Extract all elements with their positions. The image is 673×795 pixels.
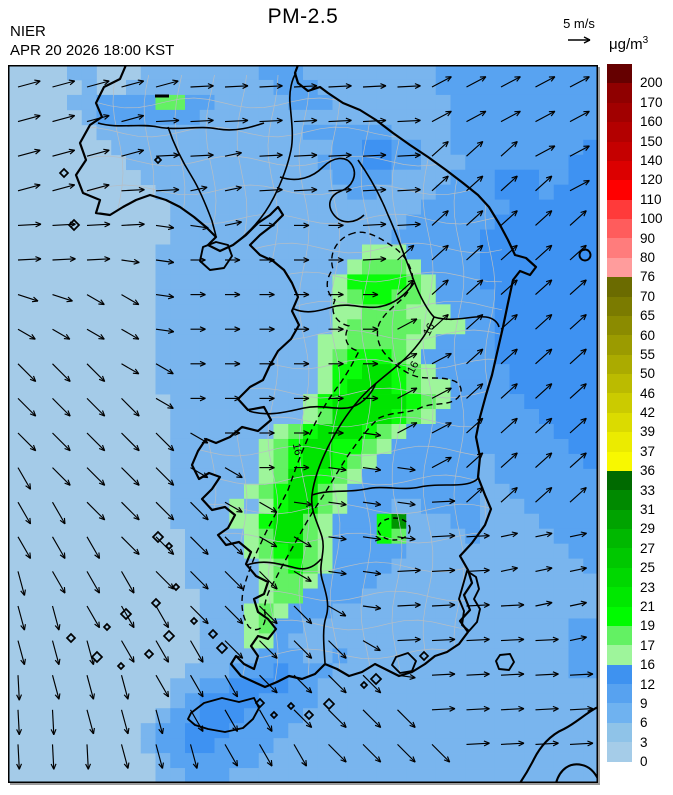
colorbar-block: [607, 684, 632, 704]
contour-layer: 16 16 16: [155, 94, 462, 631]
unit-label: μg/m3: [609, 35, 649, 53]
colorbar-tick-label: 110: [640, 191, 662, 207]
colorbar-tick-label: 65: [640, 308, 656, 324]
colorbar-tick-label: 100: [640, 211, 663, 227]
colorbar-block: [607, 199, 632, 219]
page-title: PM-2.5: [267, 5, 339, 28]
colorbar-block: [607, 470, 632, 491]
colorbar-tick-label: 0: [640, 754, 648, 769]
agency-label: NIER: [10, 23, 46, 40]
coastline-layer: [58, 65, 598, 783]
colorbar-block: [607, 354, 632, 374]
colorbar-block: [607, 625, 632, 646]
colorbar-tick-label: 21: [640, 598, 656, 614]
colorbar-tick-label: 42: [640, 405, 656, 420]
colorbar-tick-label: 16: [640, 657, 656, 673]
colorbar-block: [607, 393, 632, 413]
colorbar-block: [607, 160, 632, 181]
colorbar-tick-label: 200: [640, 75, 663, 91]
colorbar-tick-label: 33: [640, 482, 656, 498]
contour-value-label: 16: [405, 359, 421, 375]
colorbar-tick-label: 55: [640, 346, 656, 362]
colorbar-labels: 200 170 160 150 140 120 110 100 90 80 76 70 65 60 55 50…: [640, 64, 673, 774]
colorbar-block: [607, 83, 632, 103]
province-borders-layer: [97, 72, 500, 664]
colorbar-tick-label: 50: [640, 366, 656, 382]
datetime-label: APR 20 2026 18:00 KST: [10, 42, 175, 59]
colorbar-tick-label: 150: [640, 133, 663, 149]
colorbar-block: [607, 664, 632, 684]
colorbar-block: [607, 180, 632, 200]
colorbar-block: [607, 141, 632, 161]
colorbar-block: [607, 742, 632, 762]
contour-value-label: 16: [421, 321, 437, 337]
colorbar-tick-label: 23: [640, 579, 656, 595]
colorbar-block: [607, 645, 632, 665]
colorbar-tick-label: 170: [640, 94, 663, 110]
colorbar-block: [607, 64, 632, 84]
colorbar-tick-label: 70: [640, 288, 656, 304]
map-border: [8, 65, 598, 783]
colorbar-tick-label: 27: [640, 540, 656, 556]
colorbar-tick-label: 29: [640, 521, 656, 537]
colorbar-block: [607, 102, 632, 123]
colorbar-tick-label: 80: [640, 249, 656, 265]
colorbar-tick-label: 19: [640, 618, 656, 634]
colorbar-block: [607, 374, 632, 394]
colorbar-block: [607, 587, 632, 607]
colorbar-tick-label: 90: [640, 230, 656, 246]
colorbar: [607, 64, 632, 762]
colorbar-block: [607, 567, 632, 588]
colorbar-block: [607, 432, 632, 452]
colorbar-block: [607, 335, 632, 355]
colorbar-tick-label: 36: [640, 463, 656, 479]
colorbar-block: [607, 548, 632, 568]
colorbar-block: [607, 490, 632, 510]
colorbar-block: [607, 412, 632, 433]
colorbar-tick-label: 6: [640, 715, 648, 731]
wind-reference-arrow-icon: [568, 36, 591, 44]
colorbar-tick-label: 12: [640, 676, 656, 692]
colorbar-block: [607, 238, 632, 258]
colorbar-block: [607, 703, 632, 723]
colorbar-tick-label: 37: [640, 443, 656, 459]
colorbar-tick-label: 9: [640, 695, 648, 711]
colorbar-block: [607, 606, 632, 626]
map-canvas: 16 16 16: [8, 65, 598, 783]
colorbar-block: [607, 257, 632, 278]
colorbar-block: [607, 722, 632, 743]
colorbar-block: [607, 219, 632, 239]
colorbar-block: [607, 451, 632, 471]
colorbar-tick-label: 39: [640, 424, 656, 440]
colorbar-block: [607, 509, 632, 529]
colorbar-block: [607, 277, 632, 297]
colorbar-tick-label: 140: [640, 153, 663, 168]
colorbar-block: [607, 529, 632, 549]
contour-value-label: 16: [290, 442, 304, 456]
pm25-map: 16 16 16: [8, 65, 598, 783]
wind-vector-layer: [16, 76, 594, 770]
colorbar-block: [607, 122, 632, 142]
colorbar-tick-label: 25: [640, 560, 656, 576]
colorbar-tick-label: 120: [640, 172, 663, 188]
colorbar-tick-label: 46: [640, 385, 656, 401]
colorbar-tick-label: 3: [640, 734, 648, 750]
colorbar-block: [607, 315, 632, 336]
colorbar-tick-label: 160: [640, 114, 663, 130]
colorbar-tick-label: 31: [640, 502, 656, 517]
wind-reference-label: 5 m/s: [563, 16, 595, 31]
colorbar-block: [607, 296, 632, 316]
colorbar-tick-label: 60: [640, 327, 656, 343]
colorbar-tick-label: 76: [640, 269, 656, 285]
colorbar-tick-label: 17: [640, 637, 656, 653]
